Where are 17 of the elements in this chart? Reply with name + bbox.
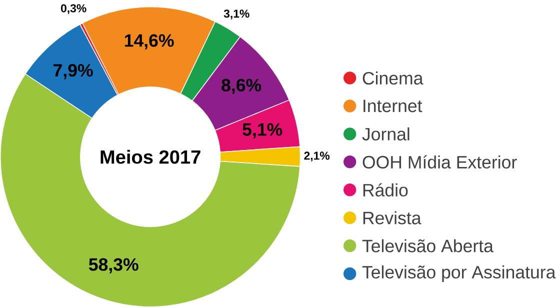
- legend-label: OOH Mídia Exterior: [362, 155, 517, 168]
- legend-label: Revista: [363, 211, 422, 224]
- data-label: 5,1%: [242, 123, 282, 138]
- legend-label: Cinema: [362, 71, 424, 85]
- legend-label: Rádio: [363, 183, 408, 196]
- data-label: 58,3%: [88, 258, 138, 274]
- legend-label: Internet: [364, 100, 422, 112]
- text: Meios 2017: [100, 150, 200, 164]
- data-label: 0,3%: [61, 4, 86, 14]
- data-label: 2,1%: [304, 152, 330, 162]
- data-label: 8,6%: [222, 78, 262, 94]
- legend-label: Jornal: [362, 127, 410, 140]
- data-label: 14,6%: [124, 34, 174, 50]
- legend-label: Televisão por Assinatura: [362, 265, 556, 282]
- legend-label: Televisão Aberta: [362, 239, 494, 252]
- data-label: 3,1%: [224, 10, 250, 20]
- data-label: 7,9%: [54, 64, 93, 80]
